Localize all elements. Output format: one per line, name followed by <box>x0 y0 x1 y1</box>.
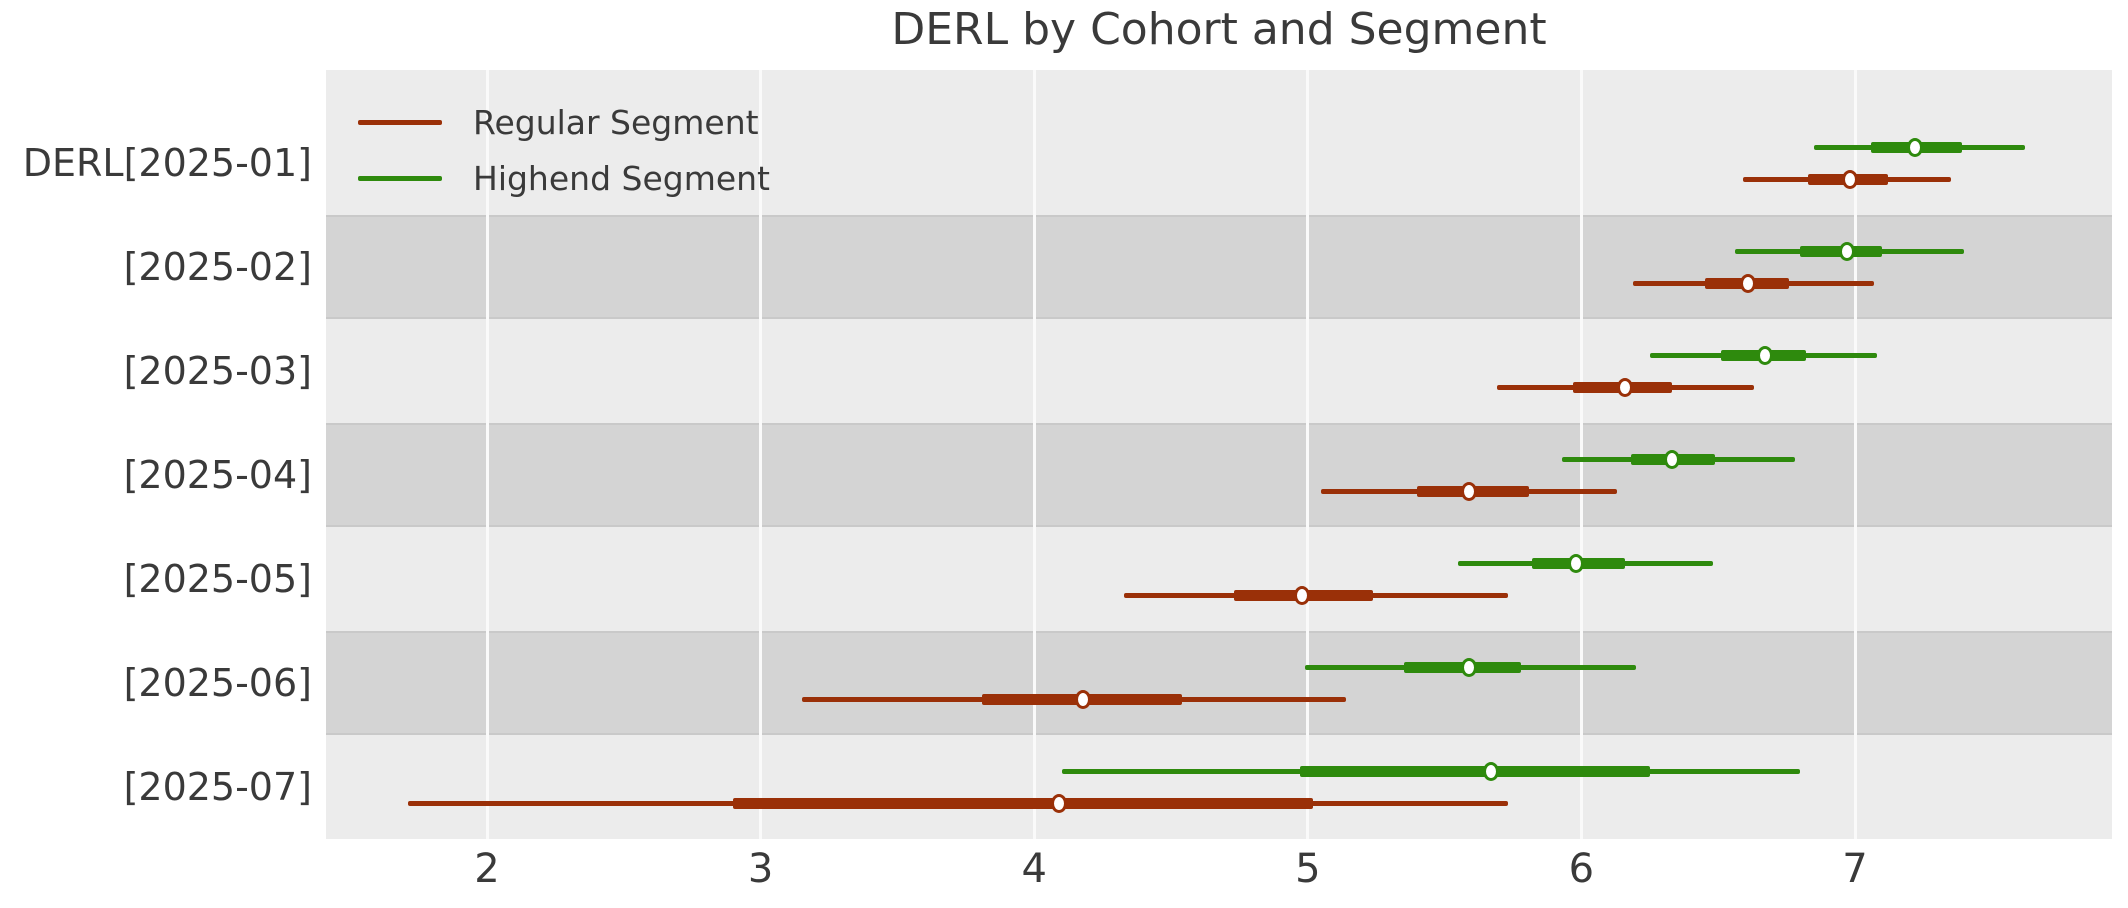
row-band <box>326 631 2112 735</box>
gridline <box>1032 70 1036 839</box>
gridline <box>485 70 489 839</box>
gridline <box>1306 70 1310 839</box>
median-marker <box>1294 585 1311 605</box>
legend-line-swatch <box>358 119 442 125</box>
y-tick-label: [2025-07] <box>123 765 312 809</box>
median-marker <box>1567 553 1584 573</box>
row-band <box>326 215 2112 319</box>
x-tick-label: 6 <box>1568 846 1595 892</box>
x-tick-label: 4 <box>1021 846 1047 892</box>
plot-area <box>326 70 2112 839</box>
x-tick-label: 7 <box>1842 846 1868 892</box>
legend-entry: Highend Segment <box>358 158 770 198</box>
median-marker <box>1050 793 1067 813</box>
median-marker <box>1740 273 1757 293</box>
y-tick-label: [2025-04] <box>123 453 312 497</box>
row-band <box>326 423 2112 527</box>
legend-entry: Regular Segment <box>358 102 759 142</box>
median-marker <box>1075 689 1092 709</box>
y-tick-label: [2025-05] <box>123 557 312 601</box>
gridline <box>1853 70 1857 839</box>
y-tick-label: [2025-06] <box>123 661 312 705</box>
x-tick-label: 5 <box>1295 846 1321 892</box>
quartile-interval-bar <box>733 797 1314 809</box>
median-marker <box>1756 345 1773 365</box>
median-marker <box>1838 241 1855 261</box>
median-marker <box>1483 761 1500 781</box>
median-marker <box>1461 657 1478 677</box>
median-marker <box>1907 137 1924 157</box>
median-marker <box>1663 449 1680 469</box>
median-marker <box>1461 481 1478 501</box>
row-band <box>326 527 2112 631</box>
median-marker <box>1841 169 1858 189</box>
legend-label: Regular Segment <box>473 102 759 142</box>
x-tick-label: 2 <box>474 846 500 892</box>
gridline <box>1579 70 1583 839</box>
y-tick-label: [2025-03] <box>123 349 312 393</box>
legend-label: Highend Segment <box>473 158 770 198</box>
chart-title: DERL by Cohort and Segment <box>891 4 1547 55</box>
y-tick-label: [2025-02] <box>123 245 312 289</box>
gridline <box>759 70 763 839</box>
x-tick-label: 3 <box>747 846 774 892</box>
quartile-interval-bar <box>1299 765 1650 777</box>
row-band <box>326 735 2112 839</box>
legend-line-swatch <box>358 175 442 181</box>
row-band <box>326 319 2112 423</box>
median-marker <box>1617 377 1634 397</box>
y-tick-label: DERL[2025-01] <box>22 141 312 185</box>
row-band <box>326 70 2112 215</box>
